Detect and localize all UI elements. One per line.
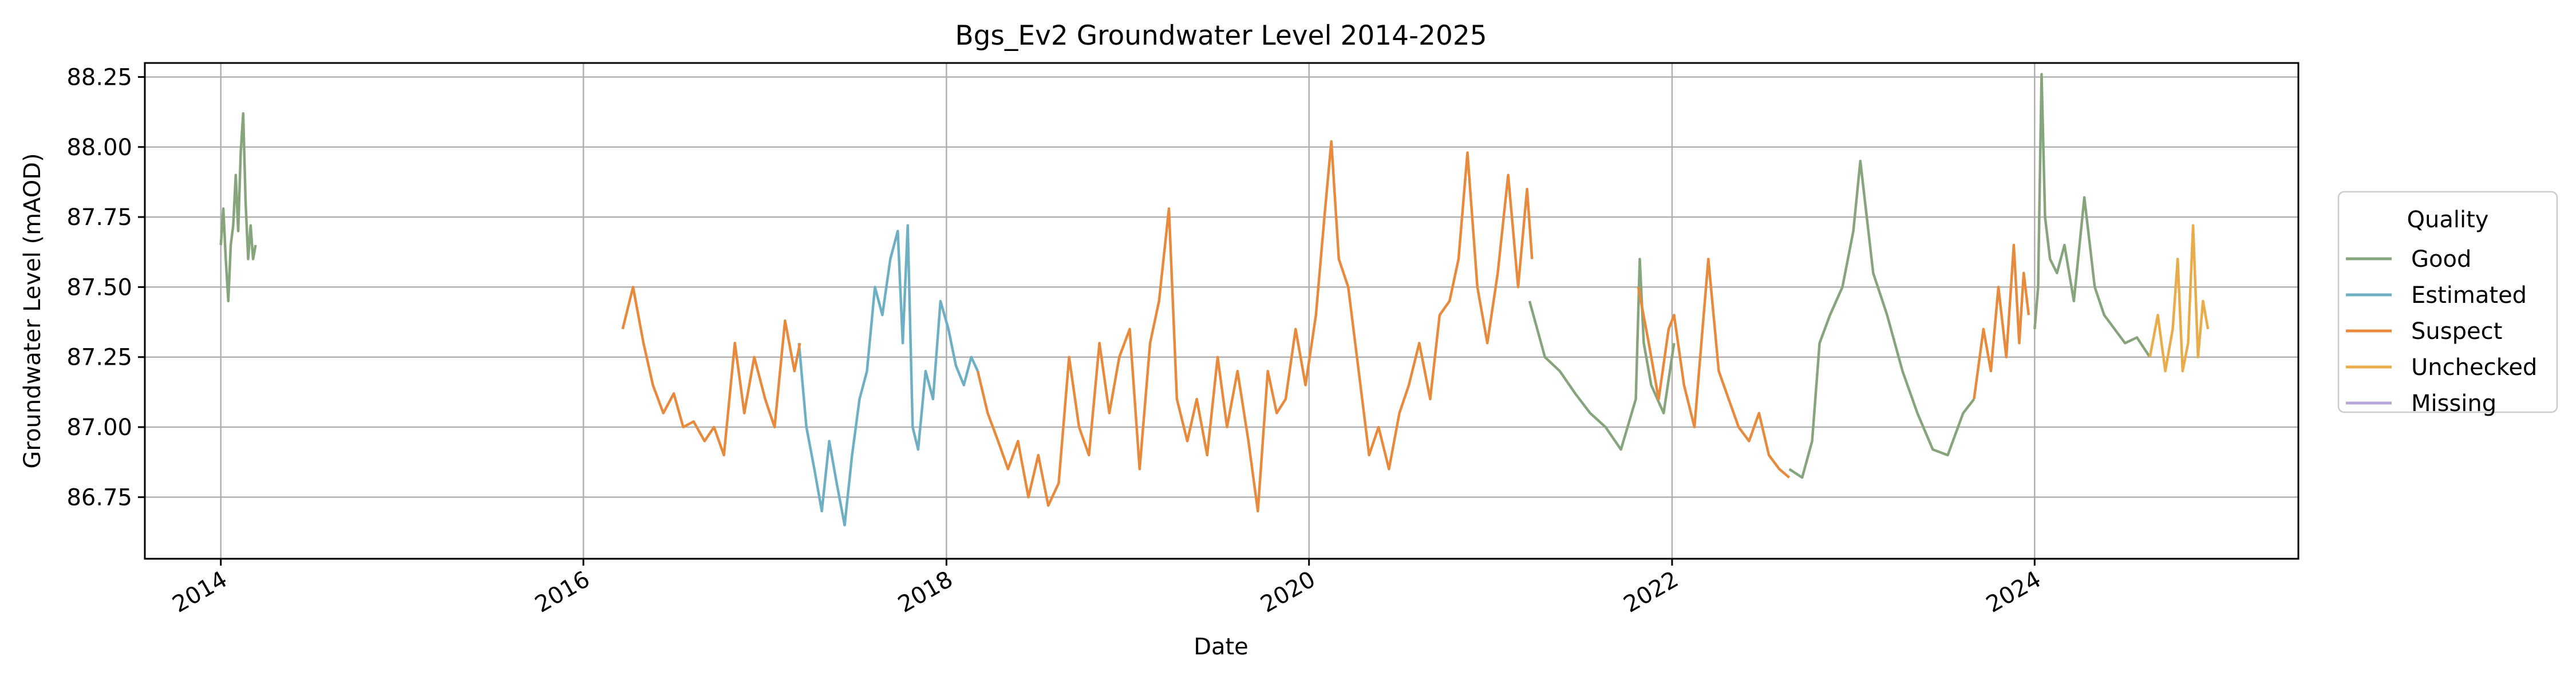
- series-line-estimated: [797, 224, 979, 527]
- y-tick-label: 87.25: [66, 345, 132, 371]
- legend-title: Quality: [2407, 207, 2489, 233]
- series-lines: [219, 73, 2210, 527]
- grid-lines: [145, 63, 2298, 559]
- series-line-good: [1788, 159, 1976, 479]
- chart-title: Bgs_Ev2 Groundwater Level 2014-2025: [955, 20, 1487, 52]
- series-line-good: [219, 112, 257, 303]
- series-line-suspect: [1637, 258, 1791, 479]
- series-line-good: [2033, 73, 2151, 358]
- legend-frame: [2337, 191, 2558, 413]
- y-tick-label: 88.25: [66, 64, 132, 90]
- legend-label-missing: Missing: [2411, 390, 2496, 417]
- legend: Quality Good Estimated Suspect Unchecked Mis…: [2337, 191, 2558, 417]
- y-tick-label: 88.00: [66, 135, 132, 161]
- series-line-suspect: [976, 140, 1534, 513]
- y-tick-label: 87.50: [66, 274, 132, 301]
- legend-label-suspect: Suspect: [2411, 318, 2502, 345]
- y-axis: 86.75 87.00 87.25 87.50 87.75 88.00 88.25: [66, 64, 145, 511]
- series-line-suspect: [621, 286, 801, 457]
- series-line-good: [1528, 258, 1676, 451]
- series-line-unchecked: [2148, 224, 2210, 373]
- y-tick-label: 87.00: [66, 414, 132, 441]
- x-axis-label: Date: [1194, 634, 1249, 660]
- y-tick-label: 86.75: [66, 484, 132, 511]
- y-axis-label: Groundwater Level (mAOD): [19, 153, 46, 468]
- y-tick-label: 87.75: [66, 204, 132, 231]
- plot-frame: [144, 62, 2300, 560]
- series-line-suspect: [1973, 243, 2030, 400]
- legend-label-estimated: Estimated: [2411, 282, 2527, 309]
- legend-label-unchecked: Unchecked: [2411, 354, 2537, 381]
- legend-label-good: Good: [2411, 246, 2471, 273]
- legend-items: Good Estimated Suspect Unchecked Missing: [2346, 246, 2537, 417]
